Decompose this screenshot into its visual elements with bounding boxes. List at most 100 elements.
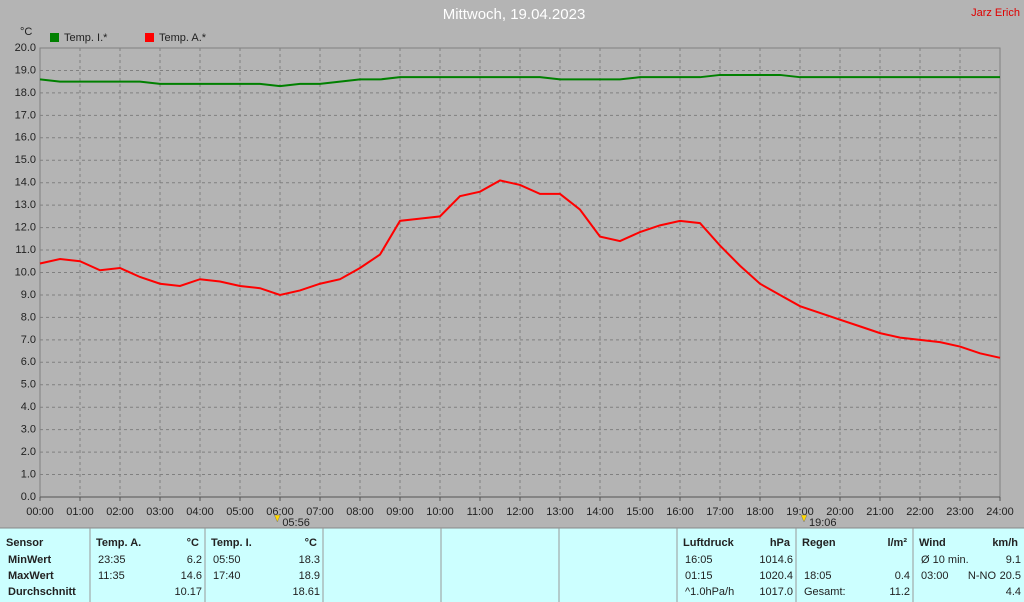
x-tick-label: 03:00 [146,506,174,518]
y-tick-label: 6.0 [21,356,36,368]
y-tick-label: 8.0 [21,311,36,323]
row-label: MinWert [8,554,52,566]
table-cell: 23:35 [98,554,126,566]
series-line [39,73,1000,88]
y-tick-label: 1.0 [21,468,36,480]
table-cell: 18.61 [292,586,320,598]
sun-time: 19:06 [809,517,837,529]
table-cell: 1020.4 [759,570,793,582]
table-header: °C [305,537,317,549]
y-tick-label: 7.0 [21,334,36,346]
table-cell: Gesamt: [804,586,846,598]
y-tick-label: 16.0 [15,132,36,144]
x-tick-label: 23:00 [946,506,974,518]
y-tick-label: 18.0 [15,87,36,99]
table-header: l/m² [887,537,907,549]
table-header: Temp. A. [96,537,141,549]
table-header: Temp. I. [211,537,252,549]
row-label: Durchschnitt [8,586,76,598]
x-tick-label: 17:00 [706,506,734,518]
table-cell: 01:15 [685,570,713,582]
x-tick-label: 11:00 [467,506,494,518]
author: Jarz Erich [971,7,1020,19]
x-tick-label: 22:00 [906,506,934,518]
table-header: Regen [802,537,836,549]
table-cell: N-NO [968,570,997,582]
table-cell: 4.4 [1006,586,1021,598]
x-tick-label: 16:00 [666,506,694,518]
x-tick-label: 12:00 [506,506,534,518]
table-cell: ^1.0hPa/h [685,586,734,598]
y-tick-label: 10.0 [15,266,36,278]
y-tick-label: 19.0 [15,64,36,76]
table-cell: 03:00 [921,570,949,582]
y-tick-label: 14.0 [15,177,36,189]
y-tick-label: 17.0 [15,109,36,121]
y-tick-label: 4.0 [21,401,36,413]
x-tick-label: 04:00 [186,506,214,518]
sun-marker [273,514,281,523]
legend-label: Temp. A.* [159,32,207,44]
table-cell: 05:50 [213,554,241,566]
series-line [39,179,1001,359]
x-tick-label: 06:00 [266,506,294,518]
sun-time: 05:56 [282,517,310,529]
table-cell: 10.17 [174,586,202,598]
table-dividers [89,528,914,602]
table-cell: 18.3 [299,554,320,566]
table-cell: 1014.6 [759,554,793,566]
table-cell: Ø 10 min. [921,554,969,566]
y-tick-label: 0.0 [21,491,36,503]
table-cell: 1017.0 [759,586,793,598]
legend-swatch [145,33,154,42]
x-tick-label: 09:00 [386,506,414,518]
y-tick-label: 15.0 [15,154,36,166]
table-cell: 18:05 [804,570,832,582]
legend-label: Temp. I.* [64,32,108,44]
y-tick-label: 3.0 [21,424,36,436]
table-background [0,528,1024,602]
chart-title: Mittwoch, 19.04.2023 [443,6,586,23]
x-tick-label: 07:00 [306,506,334,518]
x-tick-label: 10:00 [426,506,454,518]
x-tick-label: 20:00 [826,506,854,518]
table-cell: 18.9 [299,570,320,582]
table-cell: 16:05 [685,554,713,566]
y-tick-label: 12.0 [15,222,36,234]
y-tick-label: 5.0 [21,379,36,391]
table-header: km/h [992,537,1018,549]
y-tick-label: 11.0 [15,244,36,256]
x-tick-label: 01:00 [66,506,94,518]
table-cell: 14.6 [181,570,202,582]
x-tick-label: 02:00 [106,506,134,518]
table-header: Wind [919,537,946,549]
table-header: hPa [770,537,791,549]
table-cell: 0.4 [895,570,910,582]
y-axis-label: °C [20,26,32,38]
table-cell: 6.2 [187,554,202,566]
y-tick-label: 13.0 [15,199,36,211]
table-header: Luftdruck [683,537,735,549]
x-tick-label: 00:00 [26,506,54,518]
y-tick-label: 2.0 [21,446,36,458]
x-tick-label: 13:00 [546,506,574,518]
x-tick-label: 08:00 [346,506,374,518]
x-tick-label: 18:00 [746,506,774,518]
table-cell: 11:35 [98,570,125,582]
x-tick-label: 05:00 [226,506,254,518]
x-tick-label: 15:00 [626,506,654,518]
table-cell: 9.1 [1006,554,1021,566]
y-tick-label: 20.0 [15,42,36,54]
sun-marker [800,514,808,523]
x-tick-label: 21:00 [866,506,894,518]
x-tick-label: 14:00 [586,506,614,518]
table-header: Sensor [6,537,44,549]
table-cell: 11.2 [889,586,910,598]
row-label: MaxWert [8,570,54,582]
legend-swatch [50,33,59,42]
y-tick-label: 9.0 [21,289,36,301]
table-cell: 20.5 [1000,570,1021,582]
x-tick-label: 24:00 [986,506,1014,518]
